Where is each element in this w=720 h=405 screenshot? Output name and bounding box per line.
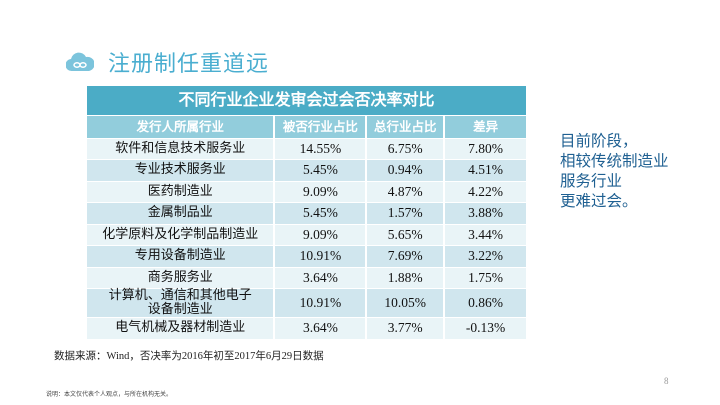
value-cell: 1.57% (366, 202, 446, 225)
value-cell: 6.75% (366, 138, 446, 160)
column-header: 总行业占比 (366, 115, 446, 139)
slide-title: 注册制任重道远 (108, 52, 270, 77)
industry-cell: 医药制造业 (87, 181, 276, 203)
value-cell: 3.44% (444, 224, 528, 246)
industry-cell: 金属制品业 (87, 202, 276, 225)
value-cell: 5.45% (274, 159, 368, 182)
data-source: 数据来源：Wind，否决率为2016年初至2017年6月29日数据 (54, 351, 324, 362)
industry-cell: 电气机械及器材制造业 (87, 317, 276, 340)
value-cell: 4.22% (444, 181, 528, 203)
column-header: 被否行业占比 (274, 115, 368, 139)
industry-cell: 专用设备制造业 (87, 245, 276, 268)
disclaimer: 说明：本文仅代表个人观点，与所在机构无关。 (46, 392, 173, 398)
slide-header: 注册制任重道远 (65, 46, 270, 78)
value-cell: 7.69% (366, 245, 446, 268)
page-number: 8 (664, 376, 669, 386)
value-cell: 3.77% (366, 317, 446, 340)
table-row: 医药制造业 9.09% 4.87% 4.22% (87, 181, 528, 203)
value-cell: 3.22% (444, 245, 528, 268)
value-cell: 3.64% (274, 267, 368, 289)
note-line: 服务行业 (560, 172, 623, 190)
value-cell: 7.80% (444, 138, 528, 160)
value-cell: 5.65% (366, 224, 446, 246)
table-row: 化学原料及化学制品制造业 9.09% 5.65% 3.44% (87, 224, 528, 246)
value-cell: 10.91% (274, 288, 368, 318)
column-header: 发行人所属行业 (87, 115, 276, 139)
value-cell: 3.88% (444, 202, 528, 225)
value-cell: 0.86% (444, 288, 528, 318)
industry-cell: 专业技术服务业 (87, 159, 276, 182)
table-row: 商务服务业 3.64% 1.88% 1.75% (87, 267, 528, 289)
value-cell: 9.09% (274, 224, 368, 246)
value-cell: 10.05% (366, 288, 446, 318)
table-row: 金属制品业 5.45% 1.57% 3.88% (87, 202, 528, 225)
value-cell: 5.45% (274, 202, 368, 225)
note-line: 更难过会。 (560, 192, 638, 210)
value-cell: 9.09% (274, 181, 368, 203)
cloud-link-icon (65, 51, 95, 73)
note-line: 相较传统制造业 (560, 152, 669, 170)
value-cell: -0.13% (444, 317, 528, 340)
table-row: 计算机、通信和其他电子设备制造业 10.91% 10.05% 0.86% (87, 288, 528, 318)
table-row: 电气机械及器材制造业 3.64% 3.77% -0.13% (87, 317, 528, 340)
value-cell: 1.75% (444, 267, 528, 289)
note-line: 目前阶段， (560, 132, 638, 150)
value-cell: 14.55% (274, 138, 368, 160)
industry-cell: 计算机、通信和其他电子设备制造业 (87, 288, 276, 318)
value-cell: 4.87% (366, 181, 446, 203)
value-cell: 10.91% (274, 245, 368, 268)
value-cell: 4.51% (444, 159, 528, 182)
table-row: 专业技术服务业 5.45% 0.94% 4.51% (87, 159, 528, 182)
industry-cell: 商务服务业 (87, 267, 276, 289)
value-cell: 0.94% (366, 159, 446, 182)
value-cell: 3.64% (274, 317, 368, 340)
comparison-table: 不同行业企业发审会过会否决率对比 发行人所属行业 被否行业占比 总行业占比 差异 软件… (87, 86, 528, 340)
industry-cell: 化学原料及化学制品制造业 (87, 224, 276, 246)
table-row: 软件和信息技术服务业 14.55% 6.75% 7.80% (87, 138, 528, 160)
column-header: 差异 (444, 115, 528, 139)
conclusion-note: 目前阶段， 相较传统制造业 服务行业 更难过会。 (560, 131, 669, 211)
table-row: 专用设备制造业 10.91% 7.69% 3.22% (87, 245, 528, 268)
value-cell: 1.88% (366, 267, 446, 289)
table-caption: 不同行业企业发审会过会否决率对比 (87, 86, 528, 116)
industry-cell: 软件和信息技术服务业 (87, 138, 276, 160)
